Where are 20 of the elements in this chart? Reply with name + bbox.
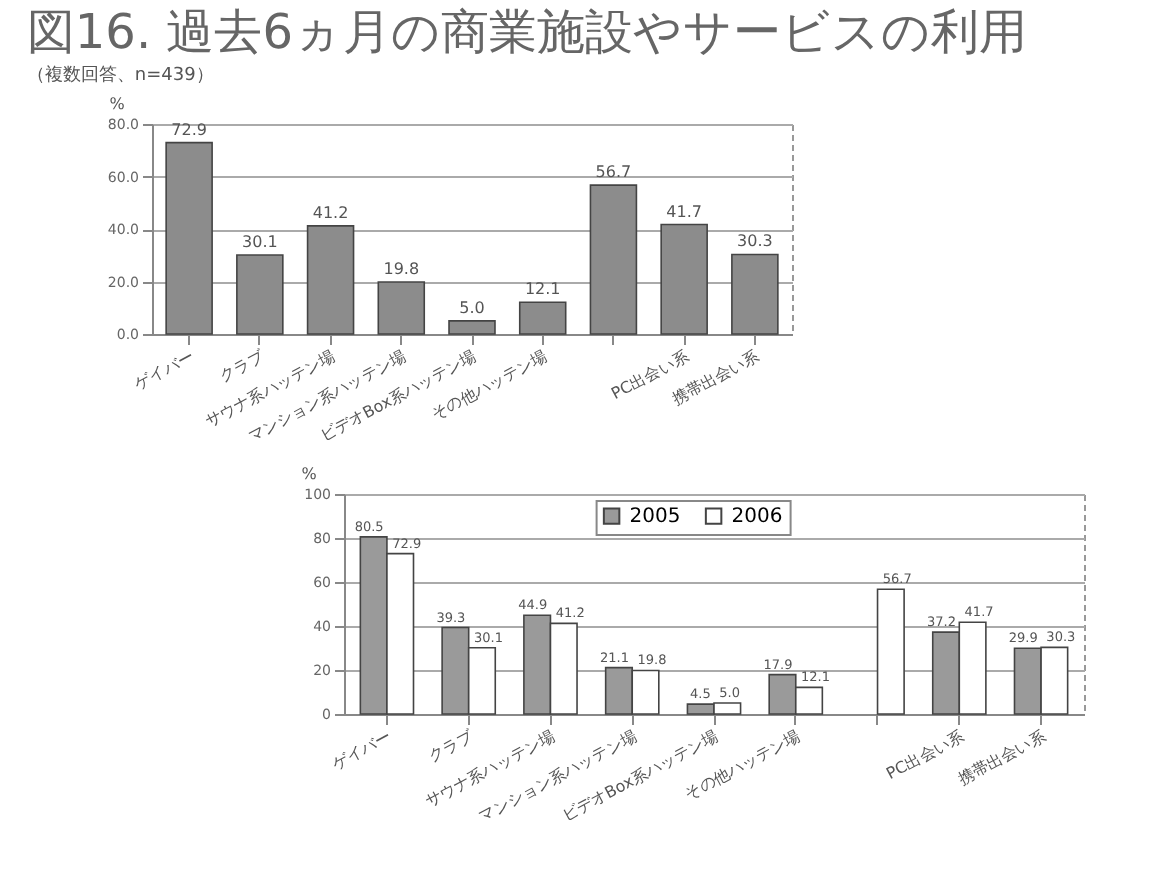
text: 30.1	[242, 232, 278, 251]
y-axis-title: %	[301, 465, 318, 483]
x-tick-label: ゲイバー	[329, 727, 395, 774]
text: 72.9	[171, 120, 207, 139]
text: 41.7	[666, 202, 702, 221]
bar	[876, 588, 905, 715]
y-axis-title: %	[109, 95, 126, 113]
x-tick-label: クラブ	[425, 726, 478, 766]
text: 12.1	[524, 280, 561, 299]
x-tick-label: ゲイバー	[131, 347, 197, 394]
legend-label: 2006	[731, 506, 783, 529]
text: 56.7	[595, 163, 632, 182]
chart-title: 図16. 過去6ヵ月の商業施設やサービスの利用	[26, 4, 1027, 60]
x-tick-label: クラブ	[216, 346, 270, 386]
chart-subtitle: （複数回答、n=439）	[26, 64, 214, 86]
text: 5.0	[459, 298, 485, 317]
text: 19.8	[383, 260, 420, 279]
text: 30.3	[737, 232, 773, 251]
text: 41.2	[312, 203, 349, 222]
legend-label: 2005	[629, 506, 681, 529]
